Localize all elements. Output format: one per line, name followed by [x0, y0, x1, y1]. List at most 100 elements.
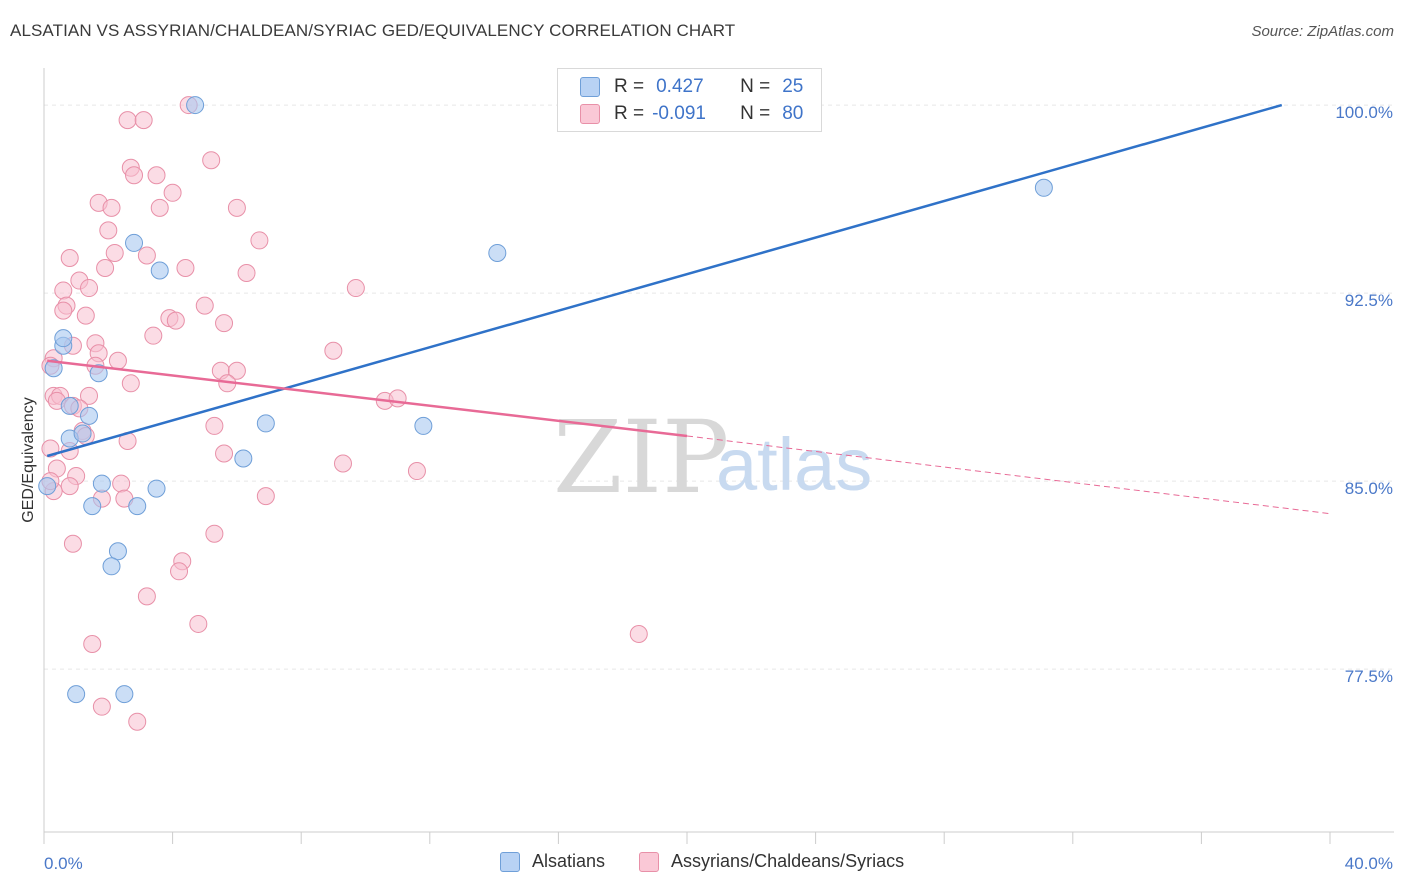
alsatians-swatch — [580, 77, 600, 97]
alsatians-point — [125, 233, 144, 252]
assyrians-point — [118, 111, 137, 130]
n-label: N = — [740, 103, 771, 124]
assyrians-swatch — [580, 104, 600, 124]
assyrians-point — [144, 326, 163, 345]
assyrians-point — [63, 534, 82, 553]
legend-item-alsatians[interactable]: Alsatians — [500, 851, 605, 872]
y-tick-label: 85.0% — [1345, 479, 1393, 498]
assyrians-point — [112, 474, 131, 493]
watermark: ZIP atlas — [553, 399, 872, 516]
assyrians-point — [102, 198, 121, 217]
alsatians-point — [60, 396, 79, 415]
alsatians-point — [89, 364, 108, 383]
assyrians-point — [324, 341, 343, 360]
y-tick-label: 100.0% — [1335, 103, 1393, 122]
assyrians-point — [137, 246, 156, 265]
alsatians-point — [44, 359, 63, 378]
assyrians-legend-label: Assyrians/Chaldeans/Syriacs — [671, 851, 905, 871]
alsatians-trend-line — [46, 103, 1283, 458]
assyrians-legend-swatch — [639, 851, 660, 872]
assyrians-point — [128, 712, 147, 731]
assyrians-point — [250, 231, 269, 250]
alsatians-point — [73, 424, 92, 443]
assyrians-point — [60, 477, 79, 496]
assyrians-point — [105, 243, 124, 262]
alsatians-point — [38, 477, 57, 496]
assyrians-point — [80, 279, 99, 298]
series-legend: Alsatians Assyrians/Chaldeans/Syriacs — [500, 851, 938, 872]
watermark-atlas: atlas — [716, 423, 872, 506]
assyrians-r-value: -0.091 — [652, 103, 706, 124]
alsatians-point — [147, 479, 166, 498]
assyrians-point — [96, 259, 115, 277]
assyrians-point — [108, 351, 127, 370]
assyrians-point — [125, 166, 144, 185]
alsatians-point — [234, 449, 253, 468]
assyrians-point — [333, 454, 352, 473]
x-tick-label: 0.0% — [44, 854, 83, 873]
assyrians-point — [227, 361, 246, 380]
assyrians-n-value: 80 — [782, 103, 804, 124]
r-label: R = — [614, 76, 645, 97]
alsatians-point — [256, 414, 275, 433]
alsatians-n-value: 25 — [782, 76, 804, 97]
alsatians-point — [1034, 178, 1053, 197]
assyrians-point — [150, 198, 169, 217]
gridlines — [44, 104, 1394, 670]
alsatians-point — [102, 557, 121, 576]
alsatians-point — [150, 261, 169, 280]
alsatians-point — [186, 96, 205, 115]
alsatians-point — [67, 685, 86, 704]
tick-labels: 77.5% 85.0% 92.5% 100.0% 0.0% 40.0% — [44, 103, 1393, 873]
assyrians-point — [54, 281, 73, 300]
alsatians-legend-swatch — [500, 851, 520, 872]
series-alsatians-points — [38, 96, 1053, 704]
legend-row-alsatians: R = 0.427 N = 25 — [580, 74, 803, 100]
assyrians-point — [170, 562, 189, 581]
y-tick-label: 92.5% — [1345, 291, 1393, 310]
y-axis-label: GED/Equivalency — [20, 397, 37, 522]
assyrians-point — [189, 614, 208, 633]
assyrians-point — [121, 374, 140, 393]
r-label: R = — [614, 103, 645, 124]
watermark-zip: ZIP — [553, 399, 729, 516]
assyrians-point — [83, 635, 102, 653]
alsatians-legend-label: Alsatians — [532, 851, 606, 871]
alsatians-point — [54, 329, 73, 348]
assyrians-point — [215, 444, 234, 463]
assyrians-trend-extension — [686, 435, 1331, 515]
alsatians-point — [80, 406, 99, 425]
alsatians-point — [108, 542, 127, 561]
legend-stats: R = 0.427 N = 25 R = -0.091 N = 80 — [557, 68, 822, 132]
assyrians-point — [54, 301, 73, 320]
assyrians-point — [195, 296, 214, 315]
assyrians-point — [147, 166, 166, 185]
assyrians-point — [205, 416, 224, 435]
assyrians-point — [99, 221, 118, 240]
x-tick-label: 40.0% — [1345, 854, 1393, 873]
assyrians-trend-line — [47, 359, 688, 438]
source-label: Source: ZipAtlas.com — [1251, 23, 1394, 40]
assyrians-point — [202, 151, 221, 170]
assyrians-point — [388, 389, 407, 408]
y-tick-label: 77.5% — [1345, 667, 1393, 686]
trend-lines — [46, 103, 1331, 515]
assyrians-point — [76, 306, 95, 325]
assyrians-point — [137, 587, 156, 606]
assyrians-point — [134, 111, 153, 130]
assyrians-point — [215, 314, 234, 333]
assyrians-point — [166, 311, 185, 330]
assyrians-point — [92, 697, 111, 716]
legend-item-assyrians[interactable]: Assyrians/Chaldeans/Syriacs — [639, 851, 904, 872]
assyrians-point — [237, 264, 256, 283]
alsatians-point — [488, 243, 507, 262]
alsatians-point — [414, 416, 433, 435]
alsatians-point — [115, 685, 134, 704]
assyrians-point — [60, 248, 79, 267]
alsatians-point — [128, 497, 147, 516]
legend-row-assyrians: R = -0.091 N = 80 — [580, 101, 803, 127]
assyrians-point — [227, 198, 246, 217]
assyrians-point — [163, 183, 182, 202]
n-label: N = — [740, 76, 771, 97]
